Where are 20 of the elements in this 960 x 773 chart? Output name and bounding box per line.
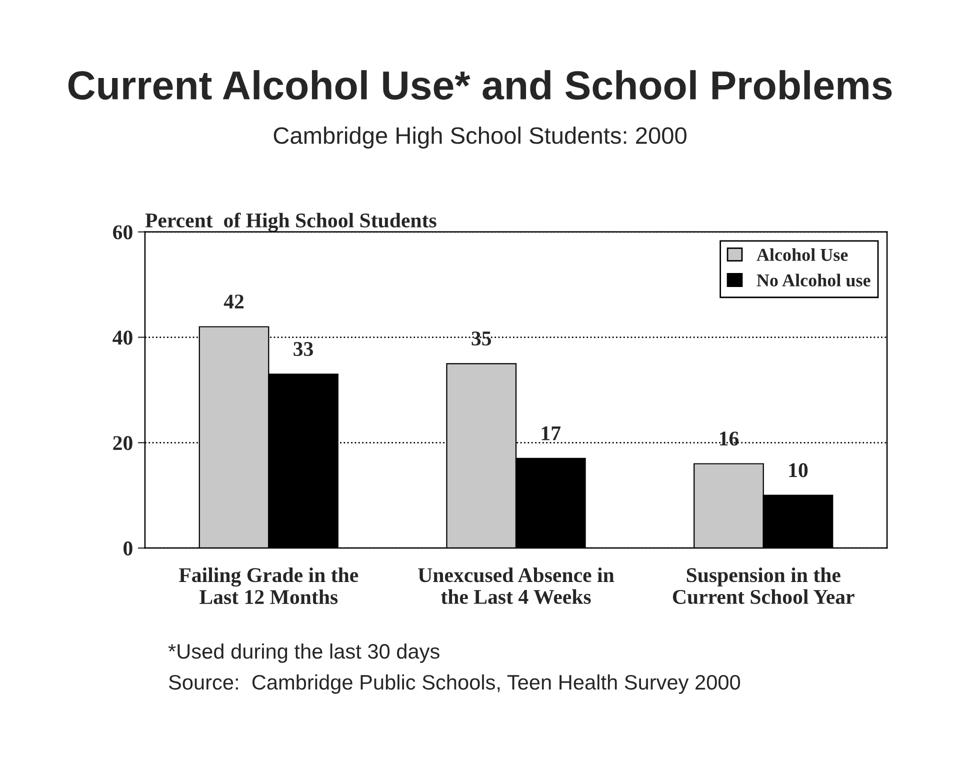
legend-label: Alcohol Use [756,248,848,261]
data-label: 16 [720,432,739,446]
data-label: 35 [472,332,492,346]
x-tick-label: Failing Grade in the Last 12 Months [179,568,358,604]
y-tick-label: 20 [113,436,132,450]
x-tick-label: Suspension in the Current School Year [672,568,854,604]
chart-title: Current Alcohol Use* and School Problems [68,70,892,100]
y-tick-label: 0 [124,541,132,556]
text: *Used during the last 30 days [168,643,440,663]
data-label: 42 [224,294,244,308]
data-label: 17 [542,426,561,440]
source-note: Source: Cambridge Public Schools, Teen Health Survey 2000 [168,674,740,694]
y-tick-label: 60 [113,225,132,240]
y-tick-label: 40 [112,330,132,345]
legend-label: No Alcohol use [756,274,870,287]
chart-subtitle: Cambridge High School Students: 2000 [274,126,686,149]
y-axis-title: Percent of High School Students [145,212,436,232]
data-label: 10 [789,463,808,478]
data-label: 33 [294,342,313,356]
x-tick-label: Unexcused Absence in the Last 4 Weeks [418,568,614,604]
